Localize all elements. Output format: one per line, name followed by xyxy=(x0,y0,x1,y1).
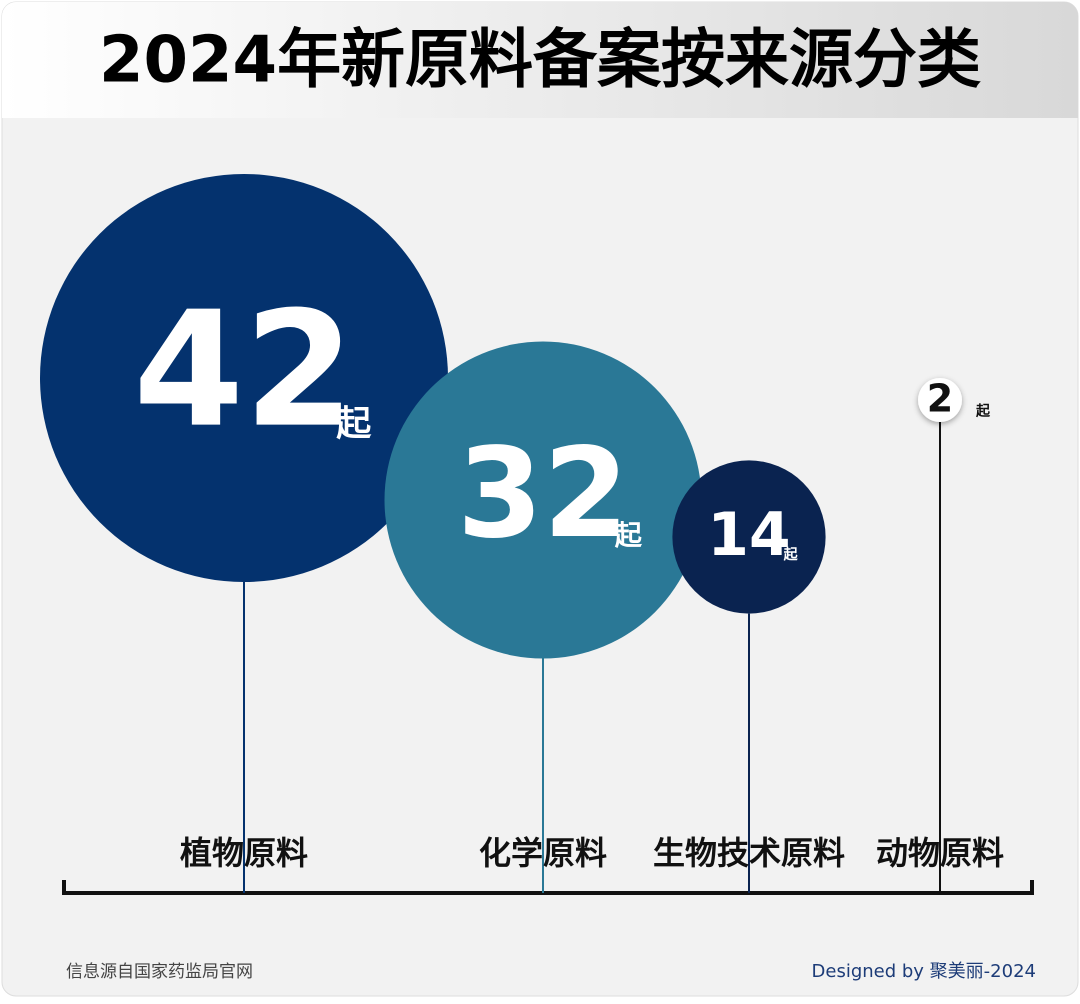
credit: Designed by 聚美丽-2024 xyxy=(812,961,1036,982)
unit-label: 起 xyxy=(783,546,799,563)
unit-label: 起 xyxy=(336,405,372,445)
bracket xyxy=(62,880,1034,895)
title-bar xyxy=(2,2,1078,118)
value-label: 2 xyxy=(927,376,953,420)
unit-label: 起 xyxy=(615,521,643,552)
category-label: 化学原料 xyxy=(479,834,607,872)
category-label: 生物技术原料 xyxy=(653,834,845,872)
category-label: 动物原料 xyxy=(876,834,1004,872)
bubble xyxy=(384,341,702,659)
unit-label: 起 xyxy=(975,402,991,419)
chart-title: 2024年新原料备案按来源分类 xyxy=(99,24,981,98)
bubble xyxy=(672,460,826,614)
bubble xyxy=(40,174,448,582)
category-label: 植物原料 xyxy=(180,834,308,872)
value-label: 32 xyxy=(457,422,629,566)
value-label: 14 xyxy=(707,501,790,570)
source-note: 信息源自国家药监局官网 xyxy=(66,962,253,982)
value-label: 42 xyxy=(133,277,354,463)
bubble xyxy=(918,378,962,422)
